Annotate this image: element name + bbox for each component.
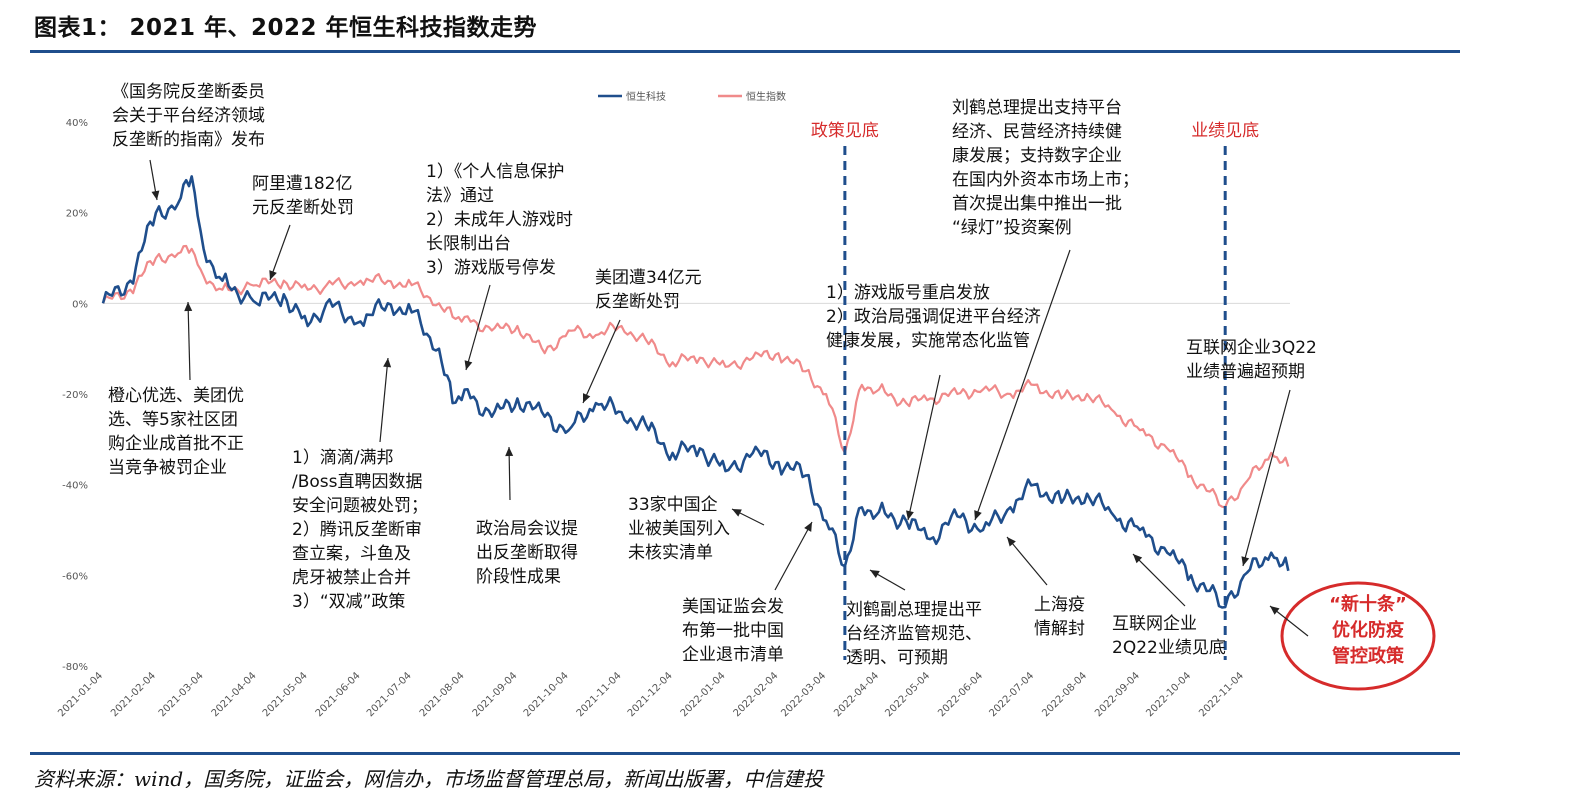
x-tick-label: 2021-09-04 (471, 670, 520, 719)
annotation-sec-delisting: 美国证监会发 布第一批中国 企业退市清单 (682, 597, 784, 665)
annotation-arrow (582, 319, 621, 404)
annotation-liuhe-support: 刘鹤总理提出支持平台 经济、民营经济持续健 康发展；支持数字企业 在国内外资本市… (952, 98, 1139, 238)
annotation-game-license: 1）游戏版号重启发放 2）政治局强调促进平台经济 健康发展，实施常态化监管 (826, 283, 1041, 351)
annotation-2q22-earnings: 互联网企业 2Q22业绩见底 (1112, 614, 1226, 658)
x-tick-label: 2021-01-04 (56, 670, 105, 719)
y-tick-label: -20% (62, 390, 88, 401)
vline-label: 政策见底 (811, 121, 879, 141)
legend-label: 恒生科技 (626, 90, 666, 103)
x-tick-label: 2021-11-04 (575, 670, 624, 719)
annotation-arrow (379, 357, 389, 443)
y-tick-label: -40% (62, 481, 88, 492)
arrowhead (383, 358, 392, 368)
arrowhead (870, 570, 880, 578)
x-tick-label: 2021-03-04 (157, 670, 206, 719)
x-tick-label: 2022-05-04 (883, 670, 932, 719)
annotation-unverified-list: 33家中国企 业被美国列入 未核实清单 (628, 495, 730, 563)
annotation-arrow (774, 521, 813, 591)
x-tick-label: 2022-11-04 (1197, 670, 1246, 719)
annotation-arrow (1242, 389, 1291, 567)
x-tick-label: 2022-02-04 (732, 670, 781, 719)
x-tick-label: 2022-04-04 (832, 670, 881, 719)
arrowhead (269, 270, 277, 280)
annotation-liuhe-regulation: 刘鹤副总理提出平 台经济监管规范、 透明、可预期 (846, 600, 982, 668)
arrowhead (974, 510, 982, 520)
x-tick-label: 2021-12-04 (626, 670, 675, 719)
annotation-shanghai-reopen: 上海疫 情解封 (1034, 595, 1085, 639)
x-tick-label: 2022-09-04 (1093, 670, 1142, 719)
series-line-hstech (101, 175, 1290, 609)
annotation-arrow (187, 301, 191, 381)
arrowhead (732, 509, 742, 517)
x-tick-label: 2021-06-04 (314, 670, 363, 719)
x-tick-label: 2021-08-04 (418, 670, 467, 719)
x-tick-label: 2022-01-04 (679, 670, 728, 719)
annotation-3q22-earnings: 互联网企业3Q22 业绩普遍超预期 (1186, 338, 1317, 382)
x-tick-label: 2021-05-04 (261, 670, 310, 719)
arrowhead (1241, 556, 1250, 566)
y-tick-label: -60% (62, 571, 88, 582)
annotation-community-group: 橙心优选、美团优 选、等5家社区团 购企业成首批不正 当竞争被罚企业 (108, 386, 244, 478)
annotation-arrow (974, 249, 1071, 521)
annotation-antitrust-guideline: 《国务院反垄断委员 会关于平台经济领域 反垄断的指南》发布 (112, 82, 265, 150)
series-line-hsi (101, 244, 1290, 509)
annotation-alibaba-fine: 阿里遭182亿 元反垄断处罚 (252, 174, 354, 218)
x-tick-label: 2021-04-04 (210, 670, 259, 719)
annotation-new-ten-measures: “新十条” 优化防疫 管控政策 (1329, 594, 1407, 667)
annotation-politburo: 政治局会议提 出反垄断取得 阶段性成果 (476, 519, 578, 587)
annotation-meituan-fine: 美团遭34亿元 反垄断处罚 (595, 268, 702, 312)
x-tick-label: 2022-08-04 (1040, 670, 1089, 719)
y-tick-label: -80% (62, 662, 88, 673)
annotation-arrow (465, 284, 491, 371)
arrowhead (1007, 537, 1016, 547)
y-tick-label: 0% (72, 299, 88, 310)
annotation-didi-tencent: 1）滴滴/满邦 /Boss直聘因数据 安全问题被处罚； 2）腾讯反垄断审 查立案… (292, 448, 428, 612)
annotation-arrow (907, 374, 941, 521)
annotation-privacy-law: 1）《个人信息保护 法》通过 2）未成年人游戏时 长限制出台 3）游戏版号停发 (426, 162, 573, 278)
arrowhead (184, 302, 193, 312)
arrowhead (464, 360, 473, 370)
x-tick-label: 2021-10-04 (522, 670, 571, 719)
arrowhead (583, 393, 591, 403)
arrowhead (151, 190, 160, 200)
arrowhead (505, 447, 514, 457)
arrowhead (906, 510, 914, 520)
arrowhead (1270, 606, 1280, 615)
x-tick-label: 2021-07-04 (365, 670, 414, 719)
vline-label: 业绩见底 (1191, 121, 1259, 141)
page-title: 图表1： 2021 年、2022 年恒生科技指数走势 (34, 15, 538, 41)
arrowhead (1133, 554, 1143, 564)
y-tick-label: 40% (66, 118, 88, 129)
top-rule (30, 50, 1460, 53)
legend-label: 恒生指数 (746, 90, 786, 103)
source-note: 资料来源：wind，国务院，证监会，网信办，市场监督管理总局，新闻出版署，中信建… (34, 767, 824, 791)
x-tick-label: 2021-02-04 (109, 670, 158, 719)
x-tick-label: 2022-03-04 (779, 670, 828, 719)
arrowhead (804, 522, 812, 532)
y-tick-label: 20% (66, 209, 88, 220)
bottom-rule (30, 752, 1460, 755)
x-tick-label: 2022-07-04 (987, 670, 1036, 719)
annotation-arrow (1132, 553, 1186, 607)
chart: 40%20%0%-20%-40%-60%-80%2021-01-04 2021-0… (56, 90, 1436, 719)
annotation-arrow (1006, 536, 1048, 586)
x-tick-label: 2022-10-04 (1144, 670, 1193, 719)
highlight-circle (1280, 581, 1436, 691)
annotation-arrow (269, 224, 291, 281)
x-tick-label: 2022-06-04 (936, 670, 985, 719)
